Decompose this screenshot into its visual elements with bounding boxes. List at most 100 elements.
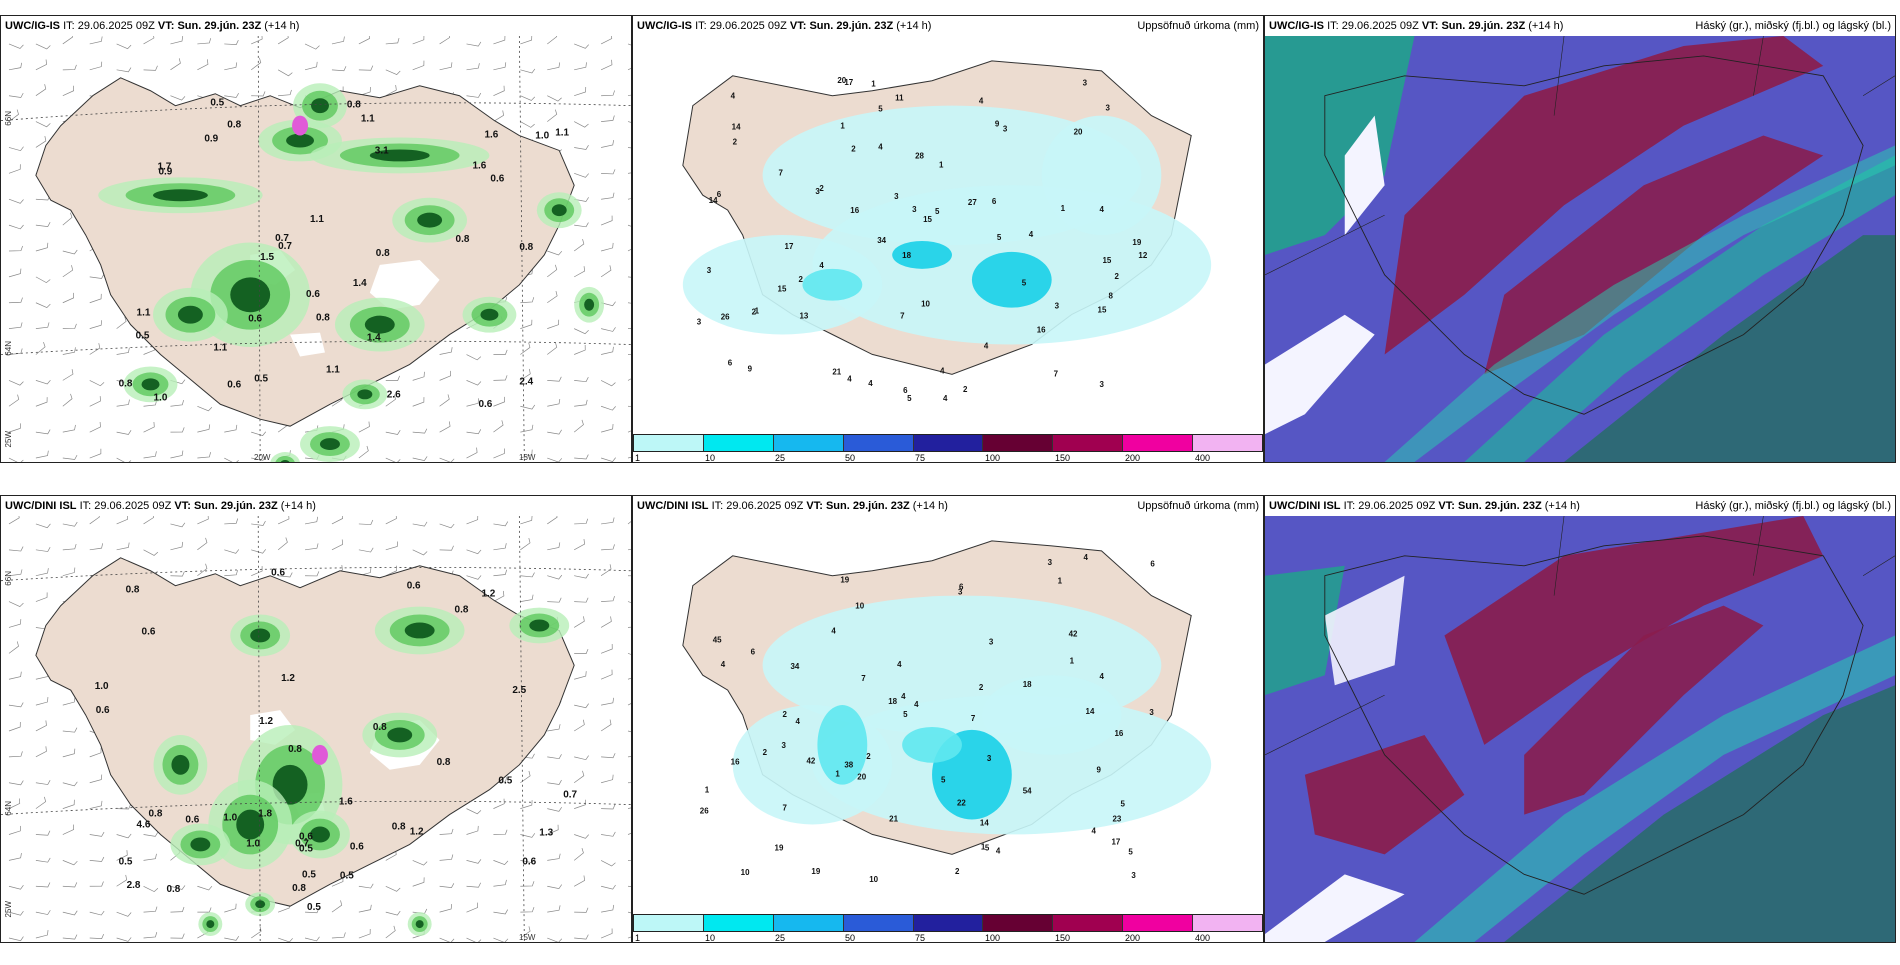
wind-value-label: 1.4 [353,278,367,289]
wind-barb [547,250,563,256]
vt-label: VT: [1438,500,1455,512]
wind-value-label: 0.5 [307,902,321,913]
lead-time: (+14 h) [896,20,932,32]
wind-barb [89,516,100,525]
wind-barb [573,616,585,628]
colorbar-segment [1053,915,1124,931]
wind-barb [331,932,346,939]
wind-barb [547,824,559,835]
wind-barb [627,677,631,680]
wind-barb [251,520,266,526]
wind-barb [251,456,266,461]
wind-barb [520,594,534,602]
wind-value-label: 1.0 [154,392,168,403]
colorbar-segment [1123,435,1194,451]
wind-barb [89,380,105,387]
wind-barb [600,719,612,732]
precip-value-label: 1 [755,307,760,316]
wind-barb [547,62,561,71]
wind-barb [143,831,159,837]
precip-value-label: 7 [1054,369,1059,378]
wind-barb [573,719,585,732]
wind-value-label: 0.5 [254,373,268,384]
wind-value-label: 0.7 [295,838,309,849]
it-label: IT: [1327,20,1339,32]
precip-area [802,268,863,301]
wind-barb [493,829,508,835]
precip-blob [319,438,340,451]
wind-barb [520,770,531,784]
wind-value-labels: 1.20.50.60.51.20.81.00.61.20.80.50.60.80… [95,568,578,913]
wind-value-label: 4.6 [137,820,151,831]
precip-area [971,251,1052,308]
precip-value-label: 20 [837,76,846,85]
precip-colorbar [633,434,1263,452]
wind-barb [600,457,616,462]
wind-barb [224,457,239,462]
precip-value-label: 4 [731,92,736,101]
wind-barb [412,60,425,71]
wind-barb [358,445,369,459]
wind-barb [89,343,101,355]
colorbar-tick-label: 400 [1195,453,1211,463]
colorbar-segment [634,915,704,931]
wind-barb [8,423,21,433]
precip-blob [529,619,550,632]
precip-value-label: 20 [1074,128,1083,137]
precip-value-label: 4 [721,660,726,669]
precip-value-label: 6 [903,386,908,395]
precip-map-svg: 4533745364733459586410744111261615156593… [682,60,1212,403]
wind-barb [627,276,631,278]
precip-value-label: 16 [850,206,859,215]
precip-value-label: 4 [996,846,1001,855]
wind-barb [197,452,211,459]
wind-value-labels: 0.9 0.8 0.7 0.6 0.5 0.9 0.8 0.6 0.6 1.0 1.6 0.8 1.7 1… [119,98,570,411]
cloud-map-svg [1265,36,1895,462]
precip-value-label: 17 [785,242,794,251]
wind-barb [466,937,482,942]
wind-barb [627,354,631,356]
precip-value-label: 2 [851,144,856,153]
precip-blob [415,920,424,929]
wind-barb [8,569,23,577]
wind-barb [35,746,47,758]
precip-value-label: 2 [979,683,984,692]
wind-value-label: 0.8 [347,100,361,111]
wind-precip-panel-dini: UWC/DINI ISL IT: 29.06.2025 09Z VT: Sun.… [0,495,632,943]
wind-barb [385,69,401,76]
wind-barb [466,92,482,98]
wind-barb [627,885,631,887]
precip-value-label: 4 [1029,230,1034,239]
precip-value-label: 16 [1037,326,1046,335]
wind-barb [601,544,615,551]
precip-value-label: 14 [1086,707,1095,716]
wind-barb [62,934,78,940]
wind-value-label: 1.0 [95,681,109,692]
precip-value-label: 42 [1069,629,1078,638]
wind-barb [304,936,320,942]
wind-barb [143,932,158,939]
wind-barb [574,648,589,655]
colorbar-tick-label: 10 [705,933,716,943]
wind-barb [466,549,482,555]
vt-value: Sun. 29.jún. 23Z [1441,20,1526,32]
wind-barb [8,109,19,122]
low-cloud-band [1464,155,1895,462]
wind-barb [627,911,631,914]
wind-barb [358,547,374,553]
wind-barb [116,457,132,462]
vt-value: Sun. 29.jún. 23Z [193,500,278,512]
wind-value-label: 0.7 [278,241,292,252]
wind-barb [89,800,103,809]
wind-value-label: 0.8 [373,722,387,733]
wind-barb [574,518,589,525]
colorbar-ticks: 1 10 25 50 75 100 150 200 400 [633,453,1263,463]
precip-blob [417,212,443,228]
wind-barb [331,539,343,551]
wind-value-label: 0.6 [350,841,364,852]
wind-barb [251,431,267,437]
wind-barb [466,575,482,580]
wind-barb [197,516,209,525]
wind-barb [601,517,615,525]
wind-barb [35,910,51,915]
